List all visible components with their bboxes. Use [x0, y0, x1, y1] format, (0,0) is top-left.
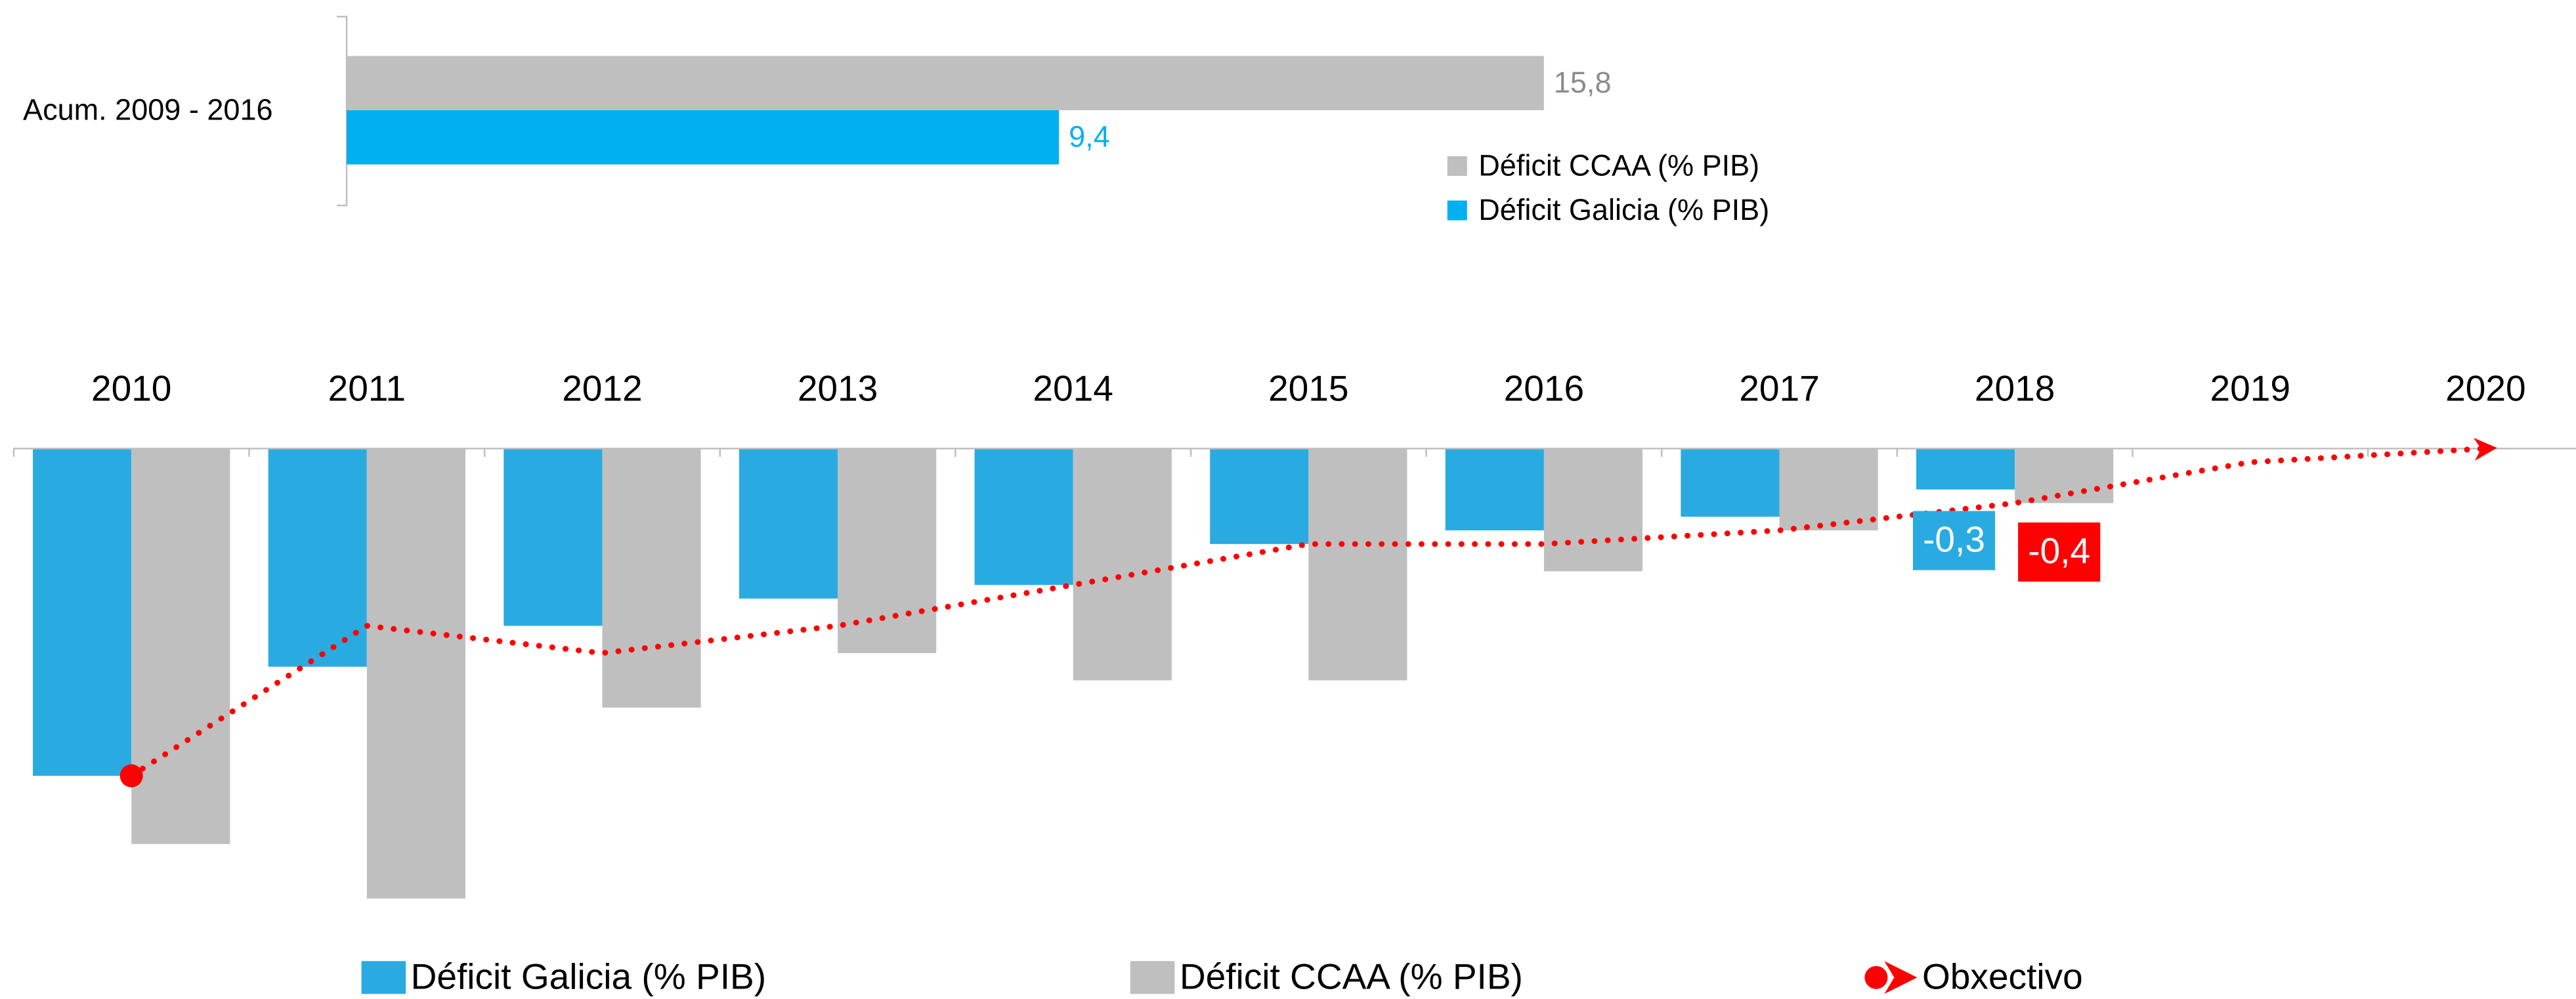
bar: [838, 448, 937, 653]
bar: [1779, 448, 1878, 531]
bar: [268, 448, 367, 667]
bar: [504, 448, 603, 626]
bar: [602, 448, 701, 708]
legend-label: Déficit Galicia (% PIB): [411, 956, 766, 996]
bar: [2015, 448, 2114, 503]
bar: [1681, 448, 1780, 517]
x-tick-label: 2015: [1268, 368, 1348, 408]
data-label: 15,8: [1554, 66, 1612, 99]
bar: [131, 448, 230, 844]
bar: [347, 56, 1544, 110]
legend-swatch: [1130, 961, 1175, 994]
bar: [1073, 448, 1172, 681]
bar: [33, 448, 132, 776]
data-label-box: [2018, 522, 2101, 582]
x-tick-label: 2016: [1504, 368, 1584, 408]
axis-line: [337, 15, 348, 207]
x-tick-label: 2012: [562, 368, 642, 408]
x-tick-label: 2017: [1739, 368, 1819, 408]
legend-swatch: [1447, 156, 1467, 176]
legend-label: Déficit Galicia (% PIB): [1478, 193, 1769, 226]
bar: [1543, 448, 1643, 572]
bar: [347, 110, 1060, 165]
x-tick-label: 2020: [2445, 368, 2525, 408]
bar: [974, 448, 1073, 585]
y-tick-label: Acum. 2009 - 2016: [23, 93, 273, 126]
legend-label: Déficit CCAA (% PIB): [1478, 148, 1759, 182]
x-tick-label: 2010: [91, 368, 171, 408]
x-tick-label: 2014: [1033, 368, 1113, 408]
x-tick-label: 2011: [328, 368, 406, 408]
bar: [739, 448, 838, 599]
legend-swatch: [1447, 200, 1467, 221]
bar: [1210, 448, 1309, 544]
line-start-marker: [119, 764, 143, 788]
bar: [1308, 448, 1407, 681]
x-tick-label: 2018: [1975, 368, 2055, 408]
legend-swatch: [1884, 961, 1918, 994]
bar: [1445, 448, 1544, 531]
legend-swatch: [361, 961, 406, 994]
legend-label: Obxectivo: [1922, 956, 2083, 996]
bar: [366, 448, 465, 899]
data-label: -0,4: [2028, 530, 2090, 571]
x-tick-label: 2019: [2210, 368, 2290, 408]
legend-swatch: [1864, 966, 1888, 989]
bar: [1916, 448, 2015, 490]
legend-label: Déficit CCAA (% PIB): [1180, 956, 1523, 996]
line: [128, 437, 2497, 779]
x-tick-label: 2013: [798, 368, 878, 408]
data-label-box: [1912, 511, 1996, 570]
data-label: 9,4: [1069, 120, 1110, 154]
data-label: -0,3: [1923, 519, 1985, 560]
